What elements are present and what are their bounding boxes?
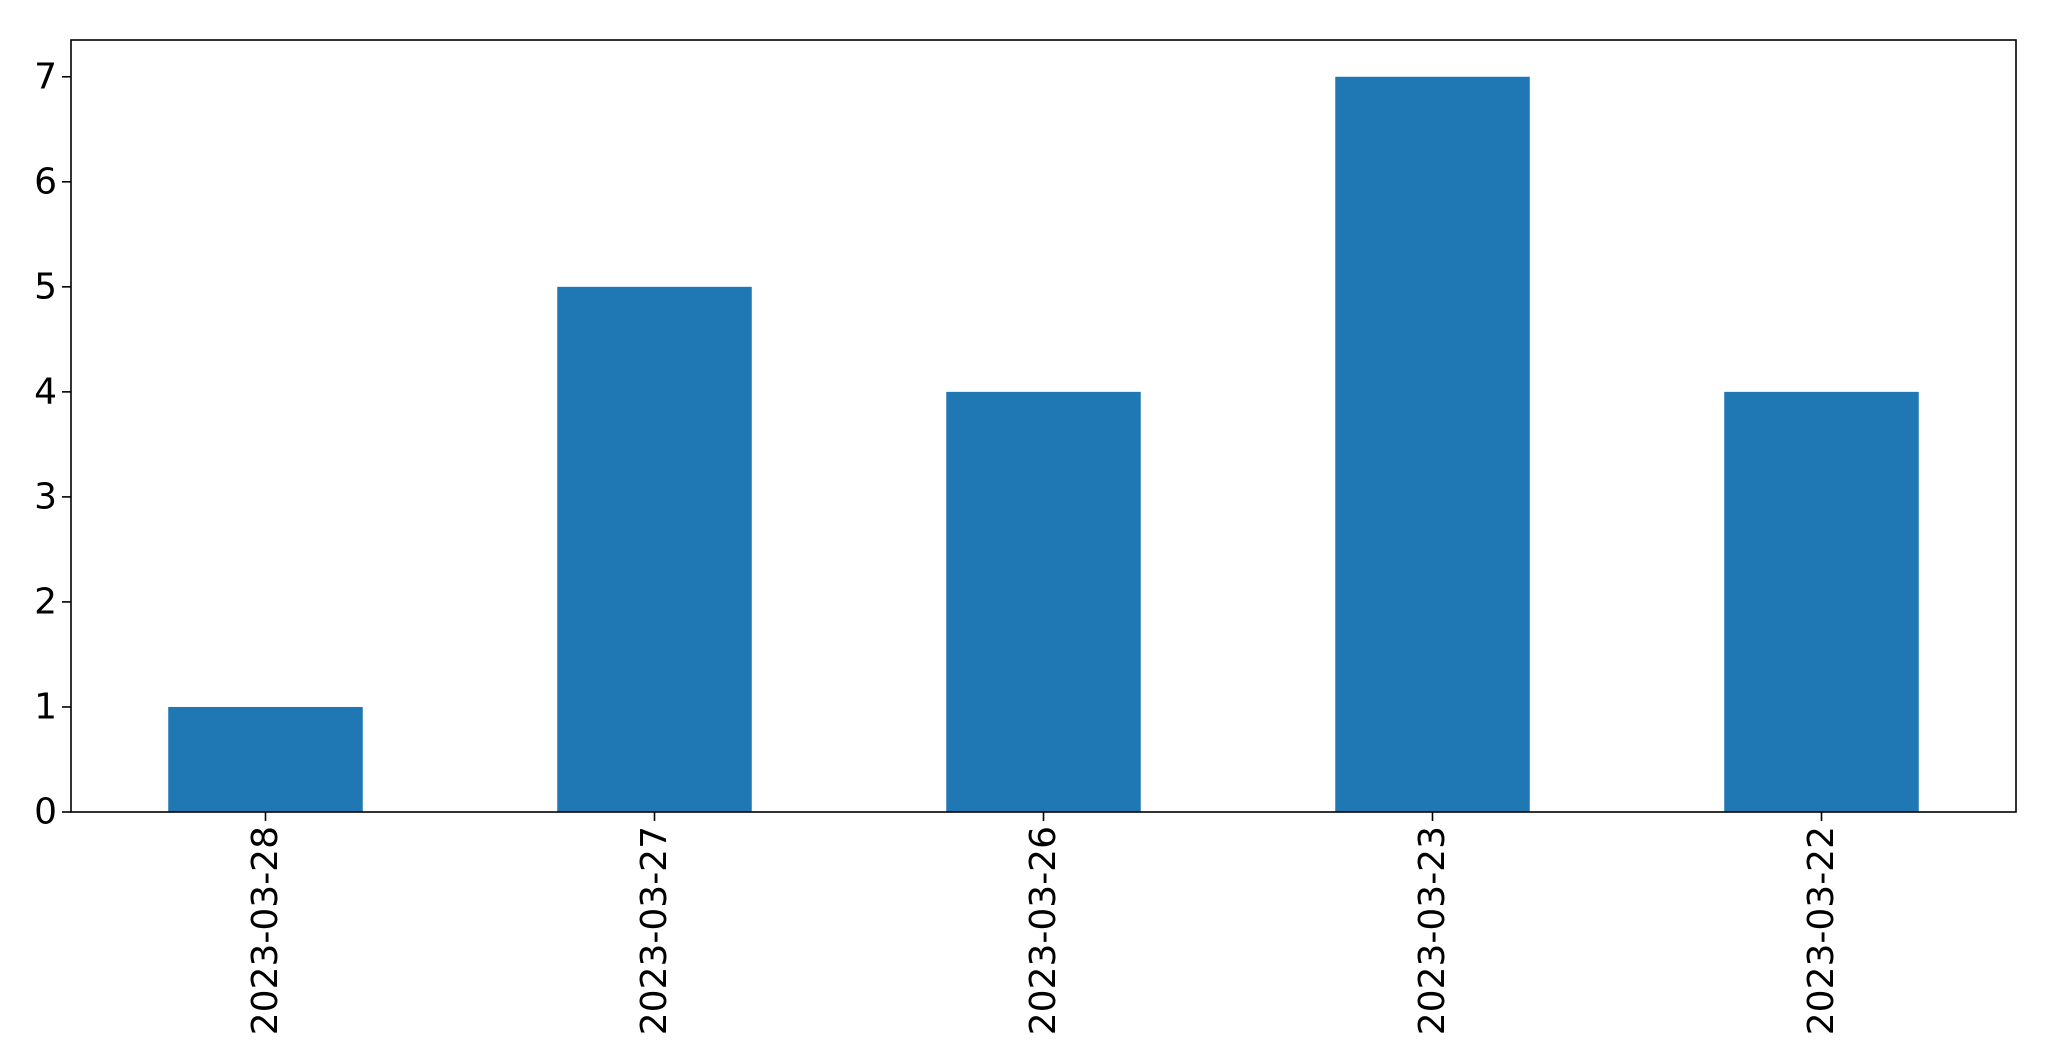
x-axis: 2023-03-28 2023-03-27 2023-03-26 2023-03-23…: [245, 812, 1842, 1035]
y-tick-label: 6: [34, 161, 57, 202]
bars-layer: [168, 76, 1919, 812]
plot-frame: [70, 39, 2017, 813]
x-tick-label: 2023-03-22: [1801, 826, 1842, 1035]
y-tick-label: 2: [34, 581, 57, 622]
x-tick-label: 2023-03-27: [634, 826, 675, 1035]
x-tick-label: 2023-03-23: [1412, 826, 1453, 1035]
y-tick-label: 5: [34, 266, 57, 307]
bar-2023-03-23: [1335, 76, 1530, 812]
bar-2023-03-26: [946, 391, 1141, 812]
y-tick-label: 7: [34, 56, 57, 97]
bar-2023-03-27: [557, 286, 752, 812]
bar-2023-03-22: [1724, 391, 1919, 812]
y-axis: 0 1 2 3 4 5 6 7: [34, 56, 71, 833]
bar-2023-03-28: [168, 706, 363, 812]
y-tick-label: 4: [34, 371, 57, 412]
y-tick-label: 3: [34, 476, 57, 517]
y-tick-label: 1: [34, 686, 57, 727]
x-tick-label: 2023-03-28: [245, 826, 286, 1035]
y-tick-label: 0: [34, 792, 57, 833]
x-tick-label: 2023-03-26: [1023, 826, 1064, 1035]
